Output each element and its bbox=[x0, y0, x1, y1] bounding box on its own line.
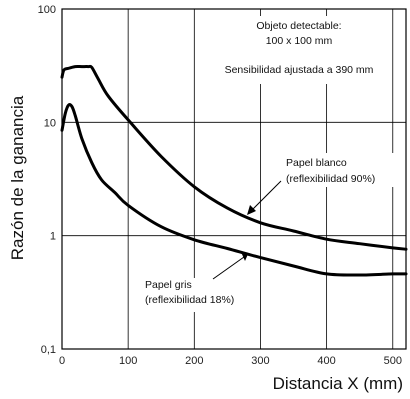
y-tick-label: 100 bbox=[38, 4, 56, 16]
series-pointer-gray bbox=[212, 256, 245, 280]
series-label-gray-line2: (reflexibilidad 18%) bbox=[145, 294, 234, 306]
y-axis-title: Razón de la ganancia bbox=[8, 95, 27, 260]
series-label-white-line2: (reflexibilidad 90%) bbox=[286, 173, 375, 185]
x-tick-labels: 0 100 200 300 400 500 bbox=[59, 355, 402, 367]
series-line-papel-blanco bbox=[60, 64, 408, 251]
x-tick-label: 300 bbox=[251, 355, 269, 367]
y-tick-labels: 0,1 1 10 100 bbox=[38, 4, 56, 356]
annotation-object-line1: Objeto detectable: bbox=[256, 20, 341, 32]
series-line-papel-gris bbox=[60, 103, 408, 277]
series-pointer-white bbox=[249, 180, 282, 213]
series-lines bbox=[60, 64, 408, 277]
x-tick-label: 500 bbox=[384, 355, 402, 367]
x-axis-title: Distancia X (mm) bbox=[273, 374, 403, 393]
x-tick-label: 0 bbox=[59, 355, 65, 367]
series-label-gray-line1: Papel gris bbox=[145, 279, 192, 291]
x-tick-label: 100 bbox=[119, 355, 137, 367]
x-tick-label: 400 bbox=[317, 355, 335, 367]
annotation-sensitivity: Sensibilidad ajustada a 390 mm bbox=[225, 64, 374, 76]
series-pointer-gray-arrowhead bbox=[241, 252, 248, 261]
series-pointer-white-arrowhead bbox=[247, 205, 256, 215]
y-tick-label: 10 bbox=[44, 117, 56, 129]
y-tick-label: 1 bbox=[50, 231, 56, 243]
annotation-object-line2: 100 x 100 mm bbox=[266, 35, 333, 47]
annotation-background bbox=[210, 16, 385, 84]
x-tick-label: 200 bbox=[185, 355, 203, 367]
series-label-white-line1: Papel blanco bbox=[286, 157, 347, 169]
y-tick-label: 0,1 bbox=[41, 344, 56, 356]
label-background-white bbox=[283, 153, 395, 187]
label-background-gray bbox=[140, 278, 250, 312]
